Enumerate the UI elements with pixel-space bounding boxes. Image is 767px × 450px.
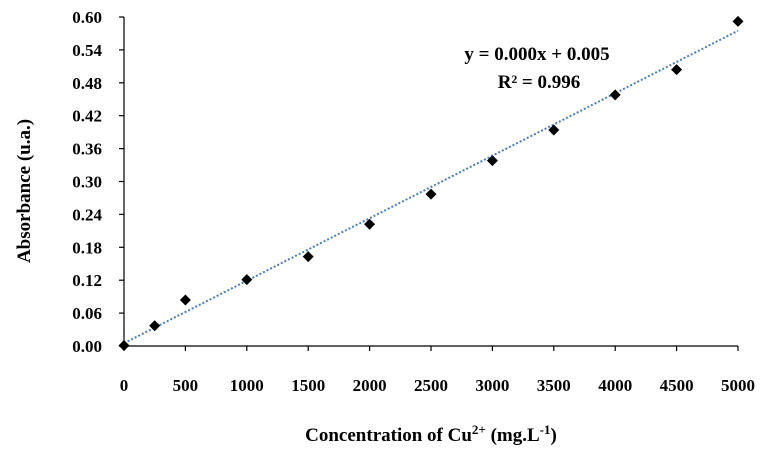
data-point bbox=[364, 218, 376, 230]
x-tick-label: 3000 bbox=[475, 376, 509, 395]
y-tick-label: 0.48 bbox=[72, 74, 102, 93]
x-axis-title-unit-sup: -1 bbox=[540, 422, 551, 437]
data-point bbox=[548, 124, 560, 136]
x-axis-title: Concentration of Cu2+ (mg.L-1) bbox=[305, 422, 557, 446]
y-axis-title: Absorbance (u.a.) bbox=[14, 119, 35, 263]
x-tick-label: 500 bbox=[173, 376, 199, 395]
trendline bbox=[123, 29, 739, 345]
y-tick-label: 0.42 bbox=[72, 107, 102, 126]
r-squared-label: R² = 0.996 bbox=[498, 72, 581, 93]
data-point bbox=[732, 15, 744, 27]
data-point bbox=[241, 274, 253, 286]
x-tick-label: 4000 bbox=[598, 376, 632, 395]
y-tick-label: 0.18 bbox=[72, 238, 102, 257]
data-point bbox=[149, 320, 161, 332]
x-tick-label: 2500 bbox=[414, 376, 448, 395]
x-tick-label: 4500 bbox=[660, 376, 694, 395]
plot-area: 0.00 0.06 0.12 0.18 0.24 0.30 0.36 0.42 0.48 0.54… bbox=[72, 8, 755, 395]
y-tick-label: 0.06 bbox=[72, 304, 102, 323]
data-point bbox=[302, 251, 314, 263]
y-tick-label: 0.60 bbox=[72, 8, 102, 27]
x-tick-label: 1000 bbox=[230, 376, 264, 395]
x-axis-title-close: ) bbox=[551, 425, 557, 446]
trendline-equation: y = 0.000x + 0.005 bbox=[464, 44, 609, 65]
x-axis-title-sup: 2+ bbox=[472, 422, 486, 437]
data-point bbox=[486, 155, 498, 167]
x-axis-title-main: Concentration of Cu bbox=[305, 425, 472, 446]
data-point bbox=[671, 64, 683, 76]
x-axis-title-unit: (mg.L bbox=[486, 425, 540, 446]
x-tick-label: 5000 bbox=[721, 376, 755, 395]
y-tick-label: 0.12 bbox=[72, 271, 102, 290]
x-tick-label: 3500 bbox=[537, 376, 571, 395]
data-point bbox=[425, 188, 437, 200]
y-tick-label: 0.00 bbox=[72, 337, 102, 356]
y-tick-label: 0.54 bbox=[72, 41, 102, 60]
x-tick-label: 2000 bbox=[353, 376, 387, 395]
x-tick-label: 1500 bbox=[291, 376, 325, 395]
y-tick-label: 0.36 bbox=[72, 140, 102, 159]
data-point bbox=[609, 89, 621, 101]
y-tick-label: 0.30 bbox=[72, 173, 102, 192]
data-point bbox=[179, 294, 191, 306]
data-point bbox=[118, 339, 130, 351]
y-tick-label: 0.24 bbox=[72, 205, 102, 224]
x-tick-label: 0 bbox=[120, 376, 129, 395]
